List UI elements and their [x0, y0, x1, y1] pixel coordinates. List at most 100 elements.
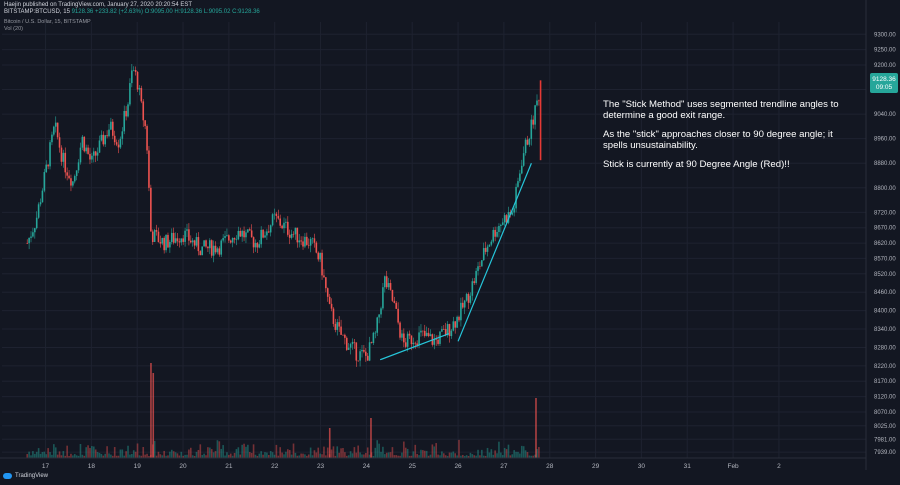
candle-body [210, 240, 213, 256]
candle-body [355, 342, 358, 361]
volume-bar [469, 452, 472, 458]
volume-bar [347, 455, 350, 458]
volume-bar [121, 449, 124, 458]
candle-body [222, 237, 224, 241]
volume-bar [252, 444, 255, 458]
volume-bar [203, 453, 205, 458]
annotation-paragraph-1: The "Stick Method" uses segmented trendl… [603, 99, 839, 121]
volume-bar [433, 446, 436, 458]
volume-bar [231, 455, 234, 458]
volume-bar [37, 448, 40, 458]
volume-bar [326, 447, 329, 458]
candle-body [309, 238, 312, 246]
candle-body [277, 215, 280, 219]
candle-body [412, 342, 415, 345]
candle-body [393, 300, 396, 303]
volume-bar [271, 452, 274, 458]
candle-body [54, 122, 57, 127]
candle-body [269, 225, 272, 233]
candle-body [307, 244, 310, 246]
candle-body [247, 229, 249, 233]
volume-bar [334, 455, 337, 458]
candle-body [482, 248, 485, 261]
candle-body [528, 138, 531, 145]
volume-bar [355, 452, 358, 458]
candle-body [349, 344, 352, 348]
volume-bar [267, 454, 270, 458]
candle-body [347, 347, 350, 350]
candle-body [454, 321, 456, 328]
volume-bar [353, 447, 356, 458]
volume-bar [418, 455, 420, 458]
volume-bar [338, 452, 340, 458]
volume-bar [321, 454, 323, 458]
price-tick-label: 8070.00 [874, 410, 896, 416]
candle-body [374, 332, 377, 334]
candle-body [79, 147, 82, 163]
candle-body [201, 246, 204, 256]
volume-bar [222, 445, 224, 458]
candle-body [66, 172, 68, 176]
volume-bar [184, 454, 186, 458]
volume-bar [467, 455, 470, 458]
volume-bar [414, 444, 417, 458]
candle-body [81, 136, 84, 148]
price-tick-label: 8720.00 [874, 210, 896, 216]
candle-body [112, 121, 114, 136]
volume-bar [376, 440, 379, 458]
volume-bar [519, 453, 521, 458]
volume-bar [340, 448, 342, 458]
candle-body [486, 246, 489, 252]
candle-body [188, 229, 190, 241]
volume-bar [313, 450, 316, 458]
volume-bar [507, 444, 510, 458]
time-tick-label: 29 [592, 463, 600, 470]
candle-body [406, 333, 409, 347]
candle-body [140, 88, 143, 102]
volume-bar [450, 452, 453, 458]
time-tick-label: 30 [638, 463, 646, 470]
candle-body [32, 232, 34, 237]
candle-body [479, 266, 481, 267]
candle-body [155, 230, 158, 232]
candle-body [150, 187, 152, 232]
candle-body [429, 334, 432, 337]
candle-body [281, 225, 283, 229]
time-tick-label: 21 [225, 463, 233, 470]
symbol-name: BITSTAMP:BTCUSD, 15 [4, 9, 70, 15]
volume-bar [277, 455, 280, 458]
volume-bar [528, 455, 531, 458]
candle-body [538, 100, 540, 102]
volume-bar [45, 454, 48, 458]
candle-body [298, 240, 301, 243]
candle-body [127, 104, 129, 117]
volume-bar [283, 454, 285, 458]
volume-bar [439, 455, 441, 458]
candle-body [68, 175, 70, 179]
volume-bar [275, 444, 278, 458]
volume-bar [96, 451, 99, 458]
volume-bar [250, 452, 253, 458]
volume-bar [49, 452, 51, 458]
volume-bar [207, 447, 209, 458]
price-tick-label: 8880.00 [874, 161, 896, 167]
candle-body [519, 173, 521, 182]
candle-body [384, 276, 386, 288]
candle-body [302, 241, 304, 247]
candle-body [113, 135, 116, 143]
volume-bar [254, 454, 257, 458]
candle-body [239, 230, 242, 237]
price-tick-label: 9040.00 [874, 112, 896, 118]
candle-body [151, 231, 154, 243]
volume-spike [150, 363, 152, 458]
candle-body [452, 321, 455, 331]
volume-bar [127, 445, 129, 458]
candle-body [498, 225, 500, 233]
volume-bar [43, 451, 46, 458]
volume-bar [197, 449, 200, 458]
volume-bar [112, 455, 114, 458]
candle-body [51, 134, 53, 143]
volume-bar [391, 447, 394, 458]
volume-bar [309, 447, 312, 458]
